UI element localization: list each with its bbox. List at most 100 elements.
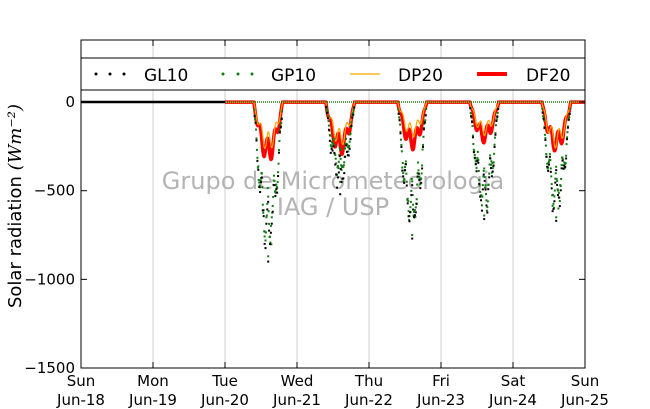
gl10-point (563, 164, 566, 167)
gp10-point (421, 148, 424, 151)
gp10-point (348, 144, 351, 147)
gp10-point (410, 177, 413, 180)
gl10-point (329, 151, 332, 154)
gp10-point (327, 120, 330, 123)
gp10-point (543, 119, 546, 122)
gl10-point (548, 155, 551, 158)
gl10-point (554, 181, 557, 184)
gp10-point (274, 190, 277, 193)
gl10-point (328, 139, 331, 142)
gp10-point (399, 123, 402, 126)
gp10-point (337, 160, 340, 163)
gp10-point (553, 189, 556, 192)
gp10-point (421, 164, 424, 167)
gl10-point (268, 229, 271, 232)
x-tick-label-day: Thu (354, 372, 383, 390)
gp10-point (327, 124, 330, 127)
gl10-point (565, 157, 568, 160)
gl10-point (345, 144, 348, 147)
gp10-point (405, 180, 408, 183)
gl10-point (495, 120, 498, 123)
gl10-point (541, 111, 544, 114)
gp10-point-min (267, 255, 270, 258)
gp10-point (267, 195, 270, 198)
gp10-point (420, 178, 423, 181)
gp10-point (277, 162, 280, 165)
gp10-point (488, 172, 491, 175)
gp10-point (278, 140, 281, 143)
gl10-point (469, 107, 472, 110)
gl10-point (557, 194, 559, 197)
gp10-point (491, 162, 494, 165)
gl10-point (334, 163, 337, 166)
gp10-point-min (339, 180, 342, 183)
gp10-point (541, 107, 544, 110)
gp10-point (486, 206, 489, 209)
gp10-point (471, 125, 474, 128)
gl10-point (255, 139, 258, 142)
gp10-point (329, 134, 332, 137)
gp10-point-min (483, 214, 486, 217)
gl10-point (263, 242, 266, 245)
gl10-point (264, 247, 267, 250)
gl10-point (478, 182, 481, 185)
x-tick-label-date: Jun-24 (488, 391, 537, 409)
gp10-point (494, 136, 496, 139)
gp10-point (483, 176, 486, 179)
gl10-point (406, 202, 409, 205)
gl10-point (552, 208, 555, 211)
gl10-point (409, 211, 412, 214)
gp10-point (326, 110, 329, 113)
gp10-point (272, 196, 275, 199)
x-tick-label-date: Jun-18 (56, 391, 105, 409)
gp10-point (261, 203, 264, 206)
gl10-point (483, 179, 486, 182)
gp10-point (568, 116, 571, 119)
gl10-point (338, 155, 341, 158)
gl10-point (327, 117, 330, 120)
y-tick-label: 0 (65, 93, 75, 111)
gl10-point (404, 163, 407, 166)
gp10-point (554, 177, 557, 180)
x-tick-label-day: Sun (67, 372, 96, 390)
gp10-point (267, 210, 270, 213)
gl10-point (553, 200, 556, 203)
gp10-point (493, 143, 496, 146)
gp10-point (264, 231, 267, 234)
gp10-point (565, 143, 568, 146)
gp10-point (403, 178, 406, 181)
gl10-point-min (267, 260, 270, 263)
gl10-point (271, 210, 274, 213)
gl10-point (345, 150, 348, 153)
gp10-point (476, 150, 479, 153)
gl10-point (416, 175, 419, 178)
gl10-point (561, 159, 564, 162)
gp10-point (558, 200, 561, 203)
gp10-point (414, 206, 417, 209)
gp10-point (566, 125, 569, 128)
gp10-point (553, 195, 556, 198)
gp10-point (348, 140, 351, 143)
gl10-point (280, 118, 283, 121)
gl10-point (543, 127, 546, 130)
gl10-point (400, 145, 403, 148)
gp10-point (548, 160, 550, 163)
gl10-point-min (555, 219, 558, 222)
gp10-point (274, 191, 277, 194)
gl10-point (325, 106, 328, 109)
gl10-point (480, 199, 483, 202)
gl10-point (350, 124, 353, 127)
gl10-point (494, 133, 497, 136)
gl10-point (261, 209, 264, 212)
gp10-point (496, 111, 499, 114)
gp10-point (486, 200, 489, 203)
x-tick-label-date: Jun-25 (560, 391, 609, 409)
gp10-point (265, 214, 268, 217)
gl10-point (546, 165, 549, 168)
gl10-point (555, 169, 558, 172)
gp10-point (398, 116, 401, 119)
gp10-point (555, 165, 558, 168)
gp10-point (418, 175, 421, 178)
gp10-point (489, 163, 492, 166)
